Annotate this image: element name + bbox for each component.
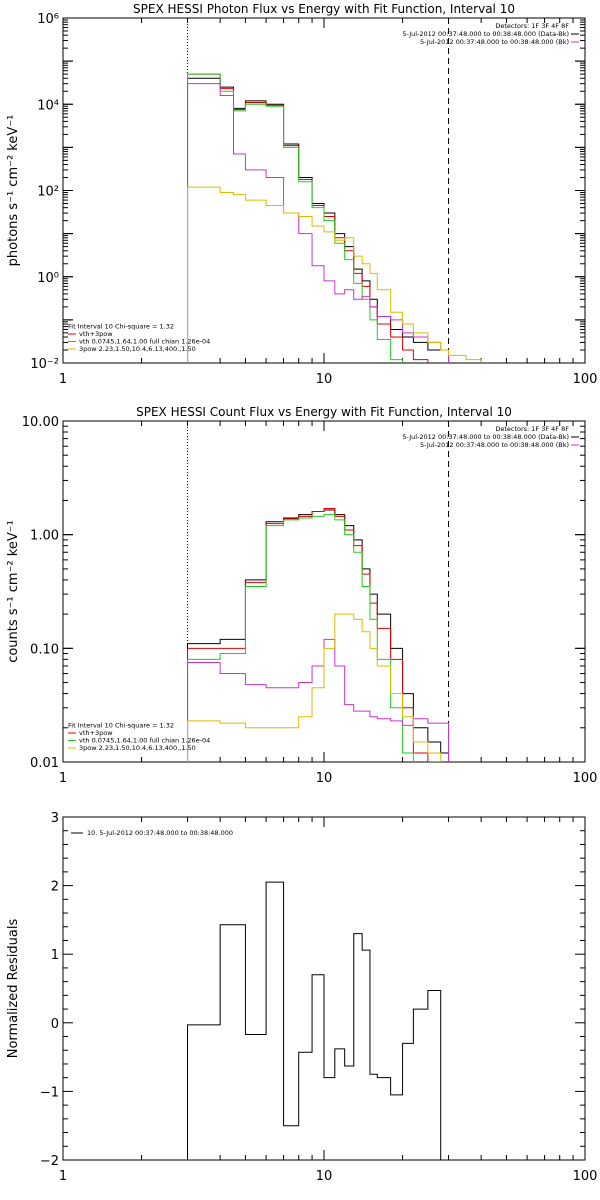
y-tick-label: 1 (51, 948, 59, 963)
chart-title: SPEX HESSI Photon Flux vs Energy with Fi… (133, 2, 515, 16)
legend-bl-entry: Fit Interval 10 Chi-square = 1.32 (68, 722, 174, 730)
x-tick-label: 10 (316, 771, 333, 786)
legend-tr-entry: Detectors: 1F 3F 4F 8F (495, 425, 569, 433)
y-axis-label: counts s⁻¹ cm⁻² keV⁻¹ (6, 520, 21, 663)
y-tick-label: 1.00 (30, 529, 59, 544)
x-tick-label: 1 (59, 1169, 67, 1184)
series-vth-3pow (187, 73, 429, 363)
legend-bl-entry: vth+3pow (79, 330, 113, 338)
legend-bl-entry: vth 0.0745,1.64,1.00 full chian 1.26e-04 (79, 737, 210, 745)
x-tick-label: 100 (573, 1169, 598, 1184)
series-group (187, 73, 482, 363)
y-tick-label: 10.00 (22, 415, 59, 430)
chart-title: SPEX HESSI Count Flux vs Energy with Fit… (136, 405, 512, 419)
y-tick-label: 10² (37, 185, 59, 200)
series-vth (187, 514, 414, 762)
legend-tr-entry: 5-Jul-2012 00:37:48.000 to 00:38:48.000 … (420, 441, 569, 449)
y-tick-label: −1 (40, 1085, 59, 1100)
legend-tr-entry: 5-Jul-2012 00:37:48.000 to 00:38:48.000 … (402, 30, 569, 38)
y-tick-label: 10⁴ (37, 98, 59, 113)
x-tick-label: 10 (316, 372, 333, 387)
x-tick-label: 1 (59, 771, 67, 786)
panel-3: Normalized Residuals 1 10 100 −2 −1 0 1 2 3 10. 5-… (6, 811, 597, 1184)
legend-bl-entry: 3pow 2.23,1.50,10.4,6.13,400.,1.50 (79, 744, 196, 752)
legend-bl-entry: 3pow 2.23,1.50,10.4,6.13,400.,1.50 (79, 345, 196, 353)
legend-bl-entry: vth+3pow (79, 729, 113, 737)
legend-entry: 10. 5-Jul-2012 00:37:48.000 to 00:38:48.… (87, 829, 233, 837)
x-tick-label: 10 (316, 1169, 333, 1184)
y-axis-label: Normalized Residuals (6, 919, 21, 1059)
y-tick-label: −2 (40, 1154, 59, 1169)
series-data-bk (187, 77, 450, 363)
series-group (187, 881, 442, 1160)
y-tick-label: 2 (51, 880, 59, 895)
x-tick-label: 1 (59, 372, 67, 387)
series-3pow (187, 613, 442, 762)
series-group (187, 507, 450, 762)
panel-1: SPEX HESSI Photon Flux vs Energy with Fi… (6, 2, 597, 387)
y-axis-label: photons s⁻¹ cm⁻² keV⁻¹ (6, 115, 21, 267)
y-tick-label: 0 (51, 1017, 59, 1032)
panel-2: SPEX HESSI Count Flux vs Energy with Fit… (6, 405, 597, 786)
series-residuals (187, 881, 442, 1160)
legend-tr-entry: Detectors: 1F 3F 4F 8F (495, 22, 569, 30)
legend-tr-entry: 5-Jul-2012 00:37:48.000 to 00:38:48.000 … (402, 433, 569, 441)
y-tick-label: 0.01 (30, 756, 59, 771)
y-tick-label: 3 (51, 811, 59, 826)
y-tick-label: 10⁻² (30, 357, 59, 372)
legend-tr-entry: 5-Jul-2012 00:37:48.000 to 00:38:48.000 … (420, 38, 569, 46)
y-tick-label: 10⁰ (37, 271, 59, 286)
y-tick-label: 10⁶ (37, 12, 59, 27)
x-tick-label: 100 (573, 372, 598, 387)
legend-bl-entry: vth 0.0745,1.64,1.00 full chian 1.26e-04 (79, 338, 210, 346)
legend-bl-entry: Fit Interval 10 Chi-square = 1.32 (68, 323, 174, 331)
x-tick-label: 100 (573, 771, 598, 786)
series-3pow (187, 186, 482, 363)
y-tick-label: 0.10 (30, 642, 59, 657)
